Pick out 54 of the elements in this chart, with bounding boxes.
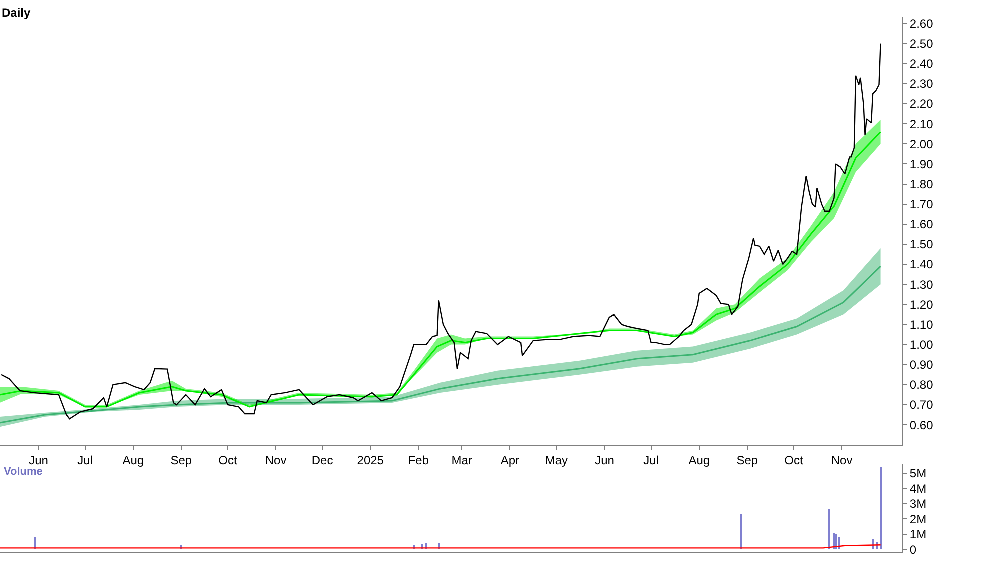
x-tick-label: Jul xyxy=(644,454,659,468)
bar xyxy=(833,533,835,550)
x-tick-label: Jun xyxy=(595,454,614,468)
y-tick-label: 2M xyxy=(910,512,927,526)
line-series xyxy=(0,43,882,420)
y-tick-label: 2.50 xyxy=(910,36,934,51)
chart-title: Volume xyxy=(4,466,43,478)
y-tick-label: 5M xyxy=(910,466,927,481)
x-tick-label: Nov xyxy=(265,454,287,468)
y-tick-label: 1.50 xyxy=(910,238,934,252)
chart-title: Daily xyxy=(2,6,32,20)
y-tick-label: 3M xyxy=(910,497,927,512)
x-tick-label: Sep xyxy=(170,454,192,468)
y-tick-label: 2.40 xyxy=(910,57,934,72)
y-tick-label: 1.70 xyxy=(910,198,934,212)
y-tick-label: 0.80 xyxy=(910,378,934,392)
y-tick-label: 2.30 xyxy=(910,77,934,92)
y-tick-label: 1.90 xyxy=(910,157,934,172)
y-tick-label: 2.20 xyxy=(910,97,934,112)
y-tick-label: 0 xyxy=(910,542,917,557)
y-tick-label: 1.60 xyxy=(910,218,934,232)
x-tick-label: Oct xyxy=(784,454,804,468)
y-tick-label: 1.10 xyxy=(910,318,934,332)
y-tick-label: 1.20 xyxy=(910,298,934,312)
x-tick-label: Apr xyxy=(500,454,520,468)
x-tick-label: Sep xyxy=(736,454,758,468)
x-tick-label: Nov xyxy=(831,454,853,468)
x-tick-label: Mar xyxy=(452,454,472,468)
x-tick-label: 2025 xyxy=(357,454,384,468)
y-tick-label: 1.80 xyxy=(910,177,934,192)
bar xyxy=(828,509,830,550)
y-tick-label: 0.90 xyxy=(910,358,934,372)
bar xyxy=(740,514,742,550)
y-tick-label: 4M xyxy=(910,482,927,496)
bar xyxy=(835,534,837,550)
x-tick-label: Oct xyxy=(218,454,238,468)
y-tick-label: 1.40 xyxy=(910,258,934,272)
x-tick-label: Aug xyxy=(122,454,144,468)
x-tick-label: May xyxy=(545,454,568,468)
x-tick-label: Dec xyxy=(312,454,334,468)
y-tick-label: 0.70 xyxy=(910,398,934,412)
x-tick-label: Jul xyxy=(78,454,93,468)
y-tick-label: 2.60 xyxy=(910,16,934,31)
x-tick-label: Aug xyxy=(688,454,710,468)
x-tick-label: Feb xyxy=(408,454,430,468)
y-tick-label: 0.60 xyxy=(910,418,934,432)
y-tick-label: 1.00 xyxy=(910,338,934,352)
y-tick-label: 1M xyxy=(910,528,927,542)
y-tick-label: 2.10 xyxy=(910,117,934,132)
y-tick-label: 2.00 xyxy=(910,137,934,152)
y-tick-label: 1.30 xyxy=(910,278,934,292)
bar xyxy=(880,467,882,550)
bar xyxy=(838,537,840,550)
x-tick-label: Jun xyxy=(29,454,48,468)
